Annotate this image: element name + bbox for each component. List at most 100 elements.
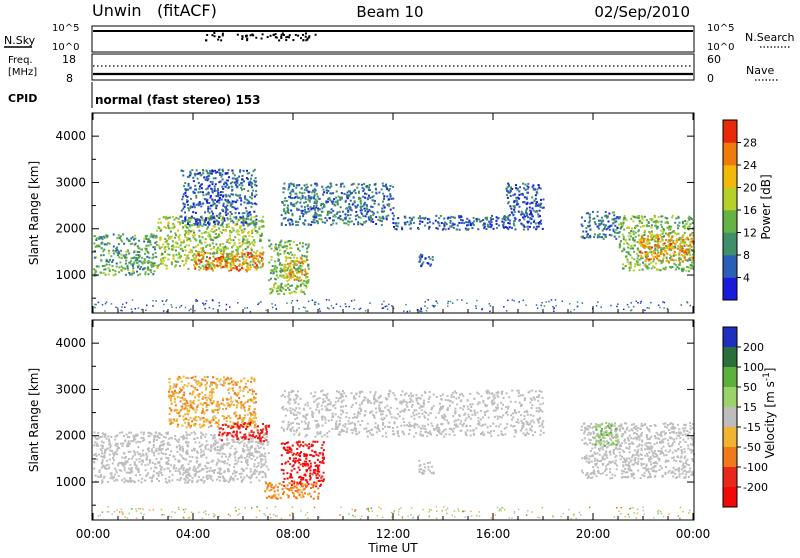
scatter-mark [212, 183, 214, 185]
scatter-mark [628, 235, 630, 237]
scatter-mark [149, 241, 151, 243]
scatter-mark [114, 468, 116, 470]
scatter-mark [246, 170, 248, 172]
scatter-mark [153, 454, 155, 456]
scatter-mark [506, 190, 508, 192]
scatter-mark [240, 476, 242, 478]
scatter-mark [554, 307, 556, 309]
scatter-mark [224, 248, 226, 250]
scatter-mark [177, 221, 179, 223]
scatter-mark [141, 309, 143, 311]
scatter-mark [328, 197, 330, 199]
scatter-mark [222, 191, 224, 193]
scatter-mark [349, 218, 351, 220]
scatter-mark [126, 302, 128, 304]
scatter-mark [240, 200, 242, 202]
scatter-mark [300, 257, 302, 259]
scatter-mark [258, 302, 260, 304]
scatter-mark [174, 226, 176, 228]
scatter-mark [653, 258, 655, 260]
scatter-mark [186, 468, 188, 470]
scatter-mark [290, 240, 292, 242]
scatter-mark [247, 246, 249, 248]
scatter-mark [218, 214, 220, 216]
scatter-mark [231, 252, 233, 254]
scatter-mark [292, 271, 294, 273]
scatter-mark [483, 223, 485, 225]
scatter-mark [104, 457, 106, 459]
scatter-mark [269, 245, 271, 247]
scatter-mark [100, 476, 102, 478]
nsearch-label: N.Search [745, 31, 795, 44]
scatter-mark [359, 309, 361, 311]
scatter-mark [129, 443, 131, 445]
nsky-point [275, 33, 277, 35]
scatter-mark [342, 183, 344, 185]
scatter-mark [99, 471, 101, 473]
scatter-mark [244, 307, 246, 309]
scatter-mark [117, 237, 119, 239]
scatter-mark [242, 236, 244, 238]
scatter-mark [646, 224, 648, 226]
scatter-mark [226, 217, 228, 219]
scatter-mark [272, 272, 274, 274]
scatter-mark [192, 230, 194, 232]
scatter-mark [570, 311, 572, 313]
scatter-mark [666, 221, 668, 223]
cpid-label: CPID [8, 92, 37, 105]
scatter-mark [247, 200, 249, 202]
scatter-mark [381, 208, 383, 210]
scatter-mark [100, 247, 102, 249]
scatter-mark [251, 249, 253, 251]
scatter-mark [663, 307, 665, 309]
scatter-mark [658, 247, 660, 249]
scatter-mark [103, 455, 105, 457]
scatter-mark [243, 476, 245, 478]
scatter-mark [160, 263, 162, 265]
scatter-mark [106, 438, 108, 440]
scatter-mark [280, 241, 282, 243]
scatter-mark [518, 198, 520, 200]
scatter-mark [210, 434, 212, 436]
scatter-mark [153, 452, 155, 454]
scatter-mark [360, 202, 362, 204]
scatter-mark [287, 276, 289, 278]
scatter-mark [181, 425, 183, 427]
scatter-mark [248, 184, 250, 186]
scatter-mark [448, 228, 450, 230]
scatter-mark [313, 206, 315, 208]
scatter-mark [225, 229, 227, 231]
scatter-mark [243, 445, 245, 447]
scatter-mark [633, 306, 635, 308]
scatter-mark [96, 443, 98, 445]
scatter-mark [401, 228, 403, 230]
scatter-mark [126, 434, 128, 436]
scatter-mark [419, 220, 421, 222]
scatter-mark [205, 231, 207, 233]
scatter-mark [638, 235, 640, 237]
scatter-mark [195, 189, 197, 191]
scatter-mark [113, 234, 115, 236]
scatter-mark [686, 244, 688, 246]
scatter-mark [170, 231, 172, 233]
scatter-mark [345, 303, 347, 305]
scatter-mark [257, 258, 259, 260]
scatter-mark [226, 253, 228, 255]
scatter-mark [227, 247, 229, 249]
scatter-mark [150, 271, 152, 273]
scatter-mark [604, 215, 606, 217]
scatter-mark [137, 469, 139, 471]
scatter-mark [160, 230, 162, 232]
scatter-mark [688, 216, 690, 218]
scatter-mark [630, 248, 632, 250]
scatter-mark [691, 262, 693, 264]
scatter-mark [443, 218, 445, 220]
scatter-mark [156, 241, 158, 243]
scatter-mark [240, 217, 242, 219]
scatter-mark [253, 258, 255, 260]
scatter-mark [665, 267, 667, 269]
scatter-mark [207, 252, 209, 254]
scatter-mark [320, 204, 322, 206]
scatter-mark [245, 236, 247, 238]
scatter-mark [191, 259, 193, 261]
